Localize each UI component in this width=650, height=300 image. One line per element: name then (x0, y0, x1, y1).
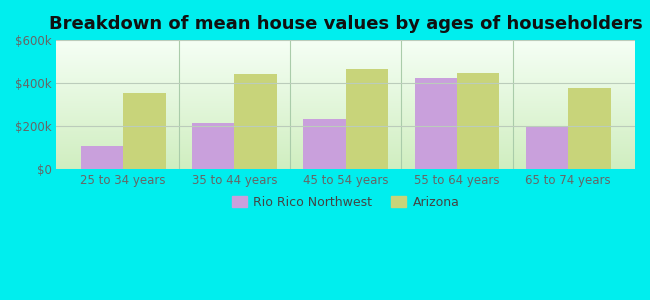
Bar (568, 88, 610, 169)
Legend: Rio Rico Northwest, Arizona: Rio Rico Northwest, Arizona (227, 191, 464, 214)
Bar (81, 146, 124, 169)
Bar (457, 74, 499, 169)
Bar (526, 127, 568, 169)
Bar (124, 93, 166, 169)
Bar (192, 123, 235, 169)
Bar (235, 74, 277, 169)
Bar (304, 119, 346, 169)
Title: Breakdown of mean house values by ages of householders: Breakdown of mean house values by ages o… (49, 15, 643, 33)
Bar (415, 78, 457, 169)
Bar (346, 69, 388, 169)
